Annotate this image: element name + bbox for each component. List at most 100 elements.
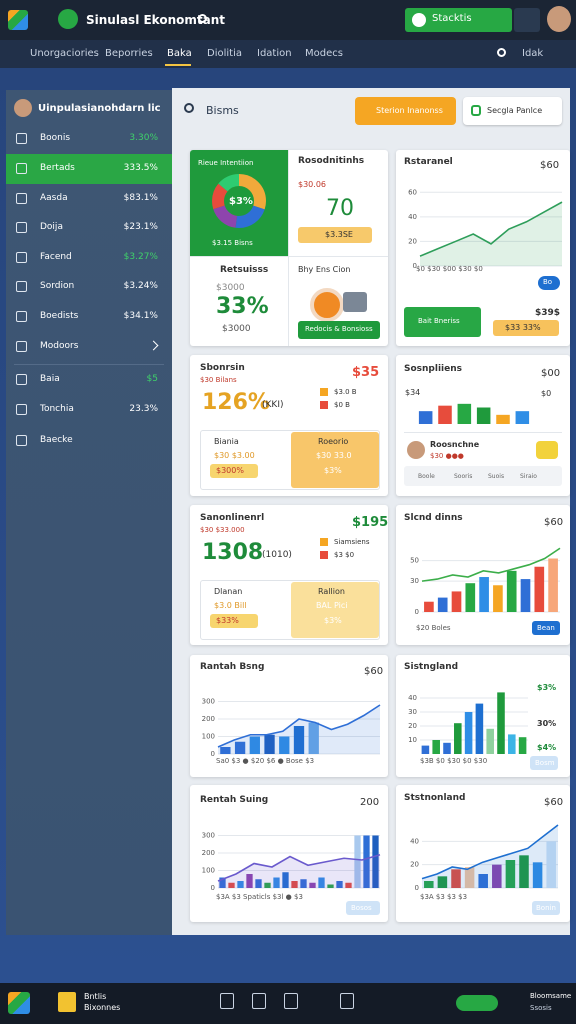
sidebar-item[interactable]: Facend bbox=[40, 252, 72, 262]
taskbar-icon[interactable] bbox=[340, 993, 354, 1009]
sidebar-icon bbox=[16, 133, 27, 144]
y-tick-label: 40 bbox=[408, 213, 417, 221]
bar bbox=[300, 879, 307, 888]
cell-title: Rosodnitinhs bbox=[298, 156, 365, 166]
sidebar-item[interactable]: Modoors bbox=[40, 341, 79, 351]
person-sub: $30 ●●● bbox=[430, 452, 464, 460]
legend-swatch bbox=[320, 388, 328, 396]
legend-swatch bbox=[320, 551, 328, 559]
y-tick-label: 40 bbox=[410, 837, 419, 845]
chip: Sooris bbox=[454, 473, 473, 480]
bar bbox=[486, 728, 494, 754]
tab[interactable]: Beporries bbox=[105, 48, 153, 59]
bar bbox=[505, 860, 516, 888]
box-title: Biania bbox=[214, 437, 239, 446]
bar bbox=[478, 874, 488, 888]
bar bbox=[424, 601, 434, 612]
sidebar-divider bbox=[14, 364, 164, 365]
side-value: $3% bbox=[324, 616, 342, 625]
tab-right: Idak bbox=[522, 48, 544, 59]
taskbar-logo[interactable] bbox=[8, 992, 30, 1014]
sidebar-item[interactable]: Tonchia bbox=[40, 404, 74, 414]
card-cell-green bbox=[190, 150, 288, 256]
bar bbox=[464, 867, 475, 888]
search-label: Bisms bbox=[206, 104, 239, 117]
sidebar-item[interactable]: Baecke bbox=[40, 435, 73, 445]
box-pill bbox=[210, 464, 258, 478]
line bbox=[419, 201, 563, 257]
taskbar-app-icon[interactable] bbox=[58, 992, 76, 1012]
taskbar-icon[interactable] bbox=[284, 993, 298, 1009]
card-title: Ststnonland bbox=[404, 793, 466, 803]
tab[interactable]: Baka bbox=[167, 48, 192, 59]
menu-button[interactable] bbox=[514, 8, 540, 32]
sidebar-item[interactable]: Baia bbox=[40, 374, 60, 384]
y-tick-label: 0 bbox=[413, 262, 417, 268]
cell-button[interactable] bbox=[298, 321, 380, 339]
sidebar-icon bbox=[16, 374, 27, 385]
card-pill[interactable] bbox=[532, 901, 560, 915]
taskbar-icon[interactable] bbox=[220, 993, 234, 1009]
cell-title: Retsuisss bbox=[220, 265, 269, 275]
card-note: $0 bbox=[541, 389, 552, 398]
donut bbox=[212, 174, 266, 228]
avatar[interactable] bbox=[547, 6, 571, 32]
bar bbox=[309, 882, 316, 888]
sidebar-item[interactable]: Bertads bbox=[40, 163, 75, 173]
y-tick-label: 60 bbox=[408, 188, 417, 196]
bar bbox=[532, 862, 543, 888]
sidebar-item[interactable]: Boonis bbox=[40, 133, 71, 143]
cell-button-label: Redocis & Bonsioss bbox=[305, 325, 373, 333]
tab[interactable]: Unorgaciories bbox=[30, 48, 99, 59]
x-labels: $3A $3 $3 $3 bbox=[420, 893, 468, 901]
side-sub: BAL Pici bbox=[316, 601, 348, 610]
card-badge-label: Bo bbox=[543, 278, 553, 286]
sidebar-icon bbox=[16, 222, 27, 233]
x-labels: $3B $0 $30 $0 $30 bbox=[420, 757, 488, 765]
status-dot bbox=[412, 13, 426, 27]
tab[interactable]: Diolitia bbox=[207, 48, 242, 59]
primary-button[interactable] bbox=[355, 97, 456, 125]
legend-item: $0 B bbox=[334, 401, 350, 409]
y-tick-label: 20 bbox=[408, 722, 417, 730]
sidebar-item[interactable]: Doija bbox=[40, 222, 63, 232]
donut-segment bbox=[212, 174, 266, 228]
tab-search[interactable] bbox=[497, 48, 506, 57]
main-search-icon[interactable] bbox=[184, 103, 194, 113]
card-pill[interactable] bbox=[532, 621, 560, 635]
sidebar-item[interactable]: Boedists bbox=[40, 311, 79, 321]
y-tick-label: 100 bbox=[202, 867, 215, 875]
side-title: Roeorio bbox=[318, 437, 349, 446]
cell-pill bbox=[298, 227, 372, 243]
box-pill bbox=[210, 614, 258, 628]
search-icon[interactable] bbox=[198, 14, 207, 23]
card-pill[interactable] bbox=[530, 756, 558, 770]
side-title: Rallion bbox=[318, 587, 345, 596]
chip: Siraio bbox=[520, 473, 537, 480]
card-pill-label: $33 33% bbox=[505, 323, 541, 332]
taskbar-icon[interactable] bbox=[252, 993, 266, 1009]
bar bbox=[443, 742, 451, 754]
line-area bbox=[218, 854, 380, 888]
card-action[interactable] bbox=[404, 307, 481, 337]
tab[interactable]: Idation bbox=[257, 48, 292, 59]
line bbox=[217, 853, 381, 882]
card-pill[interactable] bbox=[346, 901, 380, 915]
person-name: Roosnchne bbox=[430, 440, 480, 449]
sidebar-item[interactable]: Aasda bbox=[40, 193, 68, 203]
y-tick-label: 0 bbox=[211, 884, 215, 890]
tab[interactable]: Modecs bbox=[305, 48, 343, 59]
sidebar-value: $3.24% bbox=[123, 281, 158, 291]
tray-toggle[interactable] bbox=[456, 995, 498, 1011]
mini-chart: 10 20 30 40 bbox=[408, 692, 528, 754]
bar bbox=[437, 876, 448, 888]
inner-box bbox=[200, 580, 380, 640]
sidebar-icon bbox=[16, 193, 27, 204]
bar bbox=[479, 577, 489, 612]
sidebar-icon bbox=[16, 281, 27, 292]
sidebar-item[interactable]: Sordion bbox=[40, 281, 75, 291]
bar bbox=[497, 692, 505, 754]
sidebar-value: $3.27% bbox=[123, 252, 158, 262]
mini-chart: 0 100 200 300 bbox=[202, 698, 381, 756]
card-corner: $195 bbox=[352, 515, 389, 530]
